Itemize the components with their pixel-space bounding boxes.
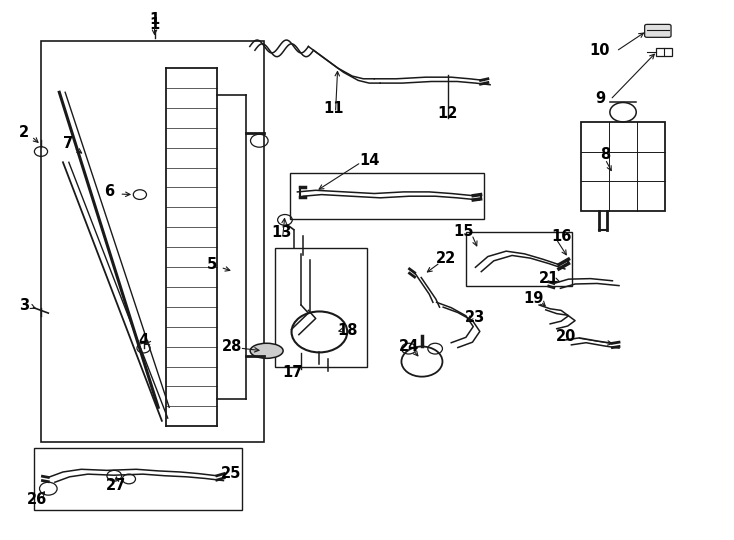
Bar bbox=[581, 122, 665, 211]
Text: 25: 25 bbox=[221, 465, 241, 481]
Text: 15: 15 bbox=[454, 224, 474, 239]
Bar bbox=[34, 448, 242, 510]
Text: 10: 10 bbox=[589, 43, 610, 58]
Text: 26: 26 bbox=[27, 492, 48, 508]
Text: 8: 8 bbox=[600, 147, 610, 161]
Text: 6: 6 bbox=[104, 184, 115, 199]
Text: 21: 21 bbox=[539, 271, 559, 286]
Text: 2: 2 bbox=[19, 125, 29, 140]
Text: 7: 7 bbox=[63, 136, 73, 151]
Text: 20: 20 bbox=[556, 329, 576, 344]
Bar bbox=[275, 248, 367, 367]
Text: 5: 5 bbox=[206, 257, 217, 272]
FancyBboxPatch shape bbox=[644, 24, 671, 37]
Text: 17: 17 bbox=[282, 365, 302, 380]
Text: 27: 27 bbox=[106, 478, 126, 493]
Text: 1: 1 bbox=[150, 12, 160, 27]
Text: 3: 3 bbox=[19, 298, 29, 313]
Text: 22: 22 bbox=[436, 251, 457, 266]
Text: 9: 9 bbox=[595, 91, 605, 106]
Bar bbox=[466, 232, 572, 286]
Text: 18: 18 bbox=[338, 323, 358, 338]
Text: 11: 11 bbox=[324, 101, 344, 116]
Bar bbox=[41, 41, 264, 442]
Text: 1: 1 bbox=[150, 17, 160, 32]
Text: 12: 12 bbox=[437, 106, 458, 122]
Text: 23: 23 bbox=[465, 310, 486, 325]
Text: 4: 4 bbox=[139, 333, 148, 348]
Text: 19: 19 bbox=[523, 291, 543, 306]
Text: 14: 14 bbox=[360, 153, 380, 167]
Text: 24: 24 bbox=[399, 339, 420, 354]
Text: 13: 13 bbox=[271, 225, 291, 240]
Bar bbox=[656, 48, 672, 56]
Bar bbox=[290, 173, 484, 219]
Text: 28: 28 bbox=[222, 339, 242, 354]
Ellipse shape bbox=[250, 343, 283, 359]
Text: 16: 16 bbox=[551, 229, 571, 244]
